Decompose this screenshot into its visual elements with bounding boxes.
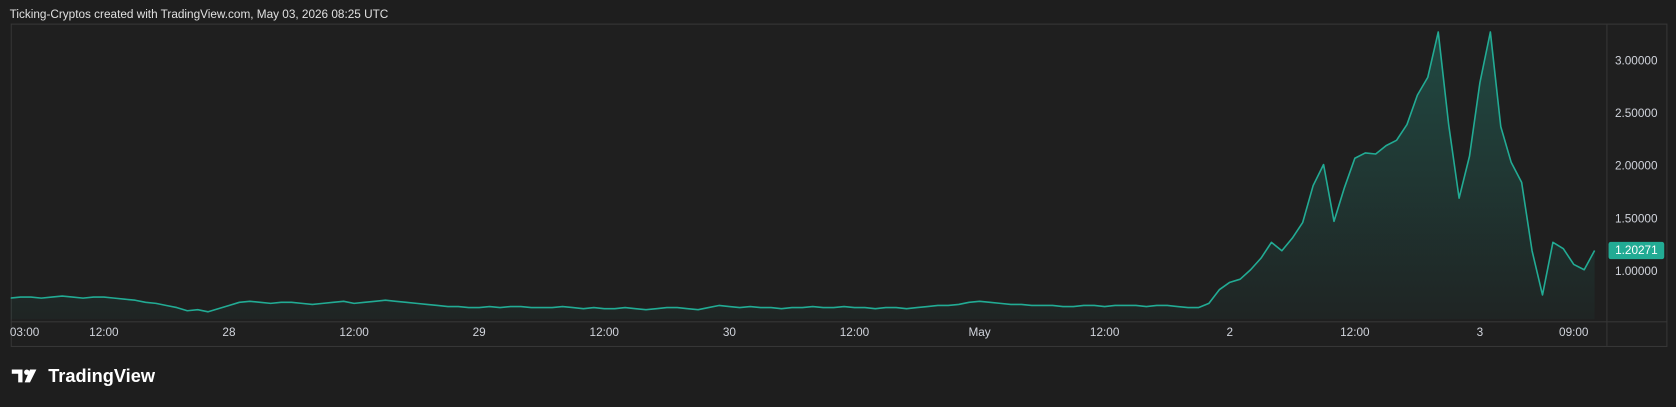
last-price-label: 1.20271 xyxy=(1615,244,1658,257)
y-tick-label: 3.00000 xyxy=(1615,55,1658,68)
x-tick-label: 12:00 xyxy=(590,326,620,339)
y-tick-label: 2.00000 xyxy=(1615,160,1658,173)
x-tick-label: 03:00 xyxy=(10,326,40,339)
x-tick-label: 30 xyxy=(723,326,737,339)
x-tick-label: 12:00 xyxy=(840,326,870,339)
x-tick-label: 12:00 xyxy=(339,326,369,339)
area-fill xyxy=(10,32,1595,320)
y-tick-label: 1.50000 xyxy=(1615,212,1658,225)
price-line xyxy=(10,31,1596,313)
brand-logo: TradingView xyxy=(11,366,156,386)
x-tick-label: 28 xyxy=(222,326,236,339)
y-tick-label: 2.50000 xyxy=(1615,107,1658,120)
x-tick-label: 12:00 xyxy=(89,326,119,339)
x-tick-label: 09:00 xyxy=(1559,326,1589,339)
y-tick-label: 1.00000 xyxy=(1615,265,1658,278)
x-tick-label: May xyxy=(968,326,990,339)
x-tick-label: 29 xyxy=(473,326,486,339)
brand-name: TradingView xyxy=(48,366,156,386)
x-tick-label: 3 xyxy=(1477,326,1484,339)
plot xyxy=(10,31,1596,320)
x-tick-label: 12:00 xyxy=(1340,326,1370,339)
x-tick-label: 12:00 xyxy=(1090,326,1120,339)
last-price-badge xyxy=(1608,241,1665,260)
header: Ticking-Cryptos created with TradingView… xyxy=(10,8,389,21)
x-tick-label: 2 xyxy=(1226,326,1233,339)
